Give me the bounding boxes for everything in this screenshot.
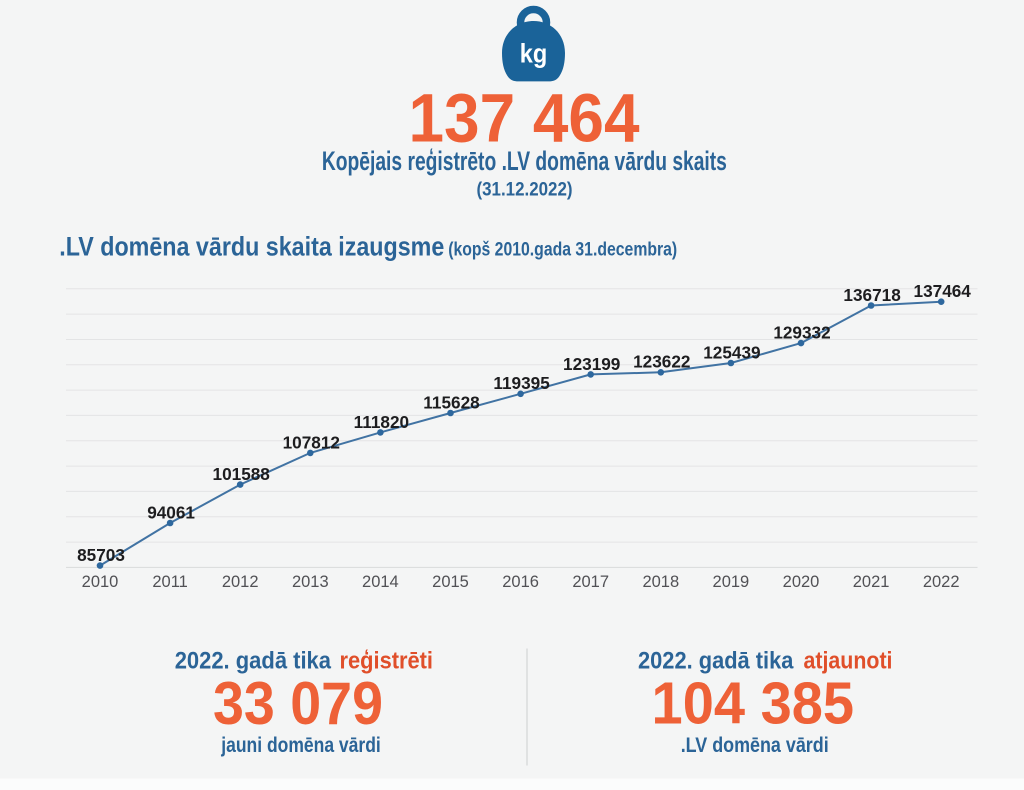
svg-text:2020: 2020 [783, 573, 820, 591]
svg-text:137464: 137464 [914, 281, 972, 301]
svg-text:2013: 2013 [292, 573, 329, 591]
svg-text:.LV domēna vārdu skaita izaugs: .LV domēna vārdu skaita izaugsme [59, 230, 444, 261]
svg-text:atjaunoti: atjaunoti [804, 648, 893, 675]
svg-text:jauni domēna vārdi: jauni domēna vārdi [220, 734, 380, 757]
svg-text:125439: 125439 [703, 342, 760, 362]
svg-text:(31.12.2022): (31.12.2022) [477, 179, 573, 201]
svg-text:2018: 2018 [642, 573, 679, 591]
svg-text:115628: 115628 [423, 392, 480, 412]
svg-text:33 079: 33 079 [213, 670, 383, 737]
svg-text:(kopš 2010.gada 31.decembra): (kopš 2010.gada 31.decembra) [448, 239, 677, 260]
svg-text:2016: 2016 [502, 573, 539, 591]
svg-text:85703: 85703 [77, 545, 125, 565]
svg-text:94061: 94061 [147, 502, 195, 522]
svg-text:kg: kg [520, 39, 548, 69]
svg-text:101588: 101588 [213, 464, 271, 484]
svg-text:136718: 136718 [843, 285, 901, 305]
svg-text:reģistrēti: reģistrēti [340, 648, 434, 675]
svg-text:2021: 2021 [853, 573, 890, 591]
svg-text:104 385: 104 385 [652, 670, 855, 737]
svg-text:2022. gadā tika: 2022. gadā tika [638, 648, 794, 675]
svg-text:2014: 2014 [362, 573, 399, 591]
svg-text:137 464: 137 464 [409, 80, 640, 157]
svg-text:2017: 2017 [572, 573, 609, 591]
svg-text:123622: 123622 [633, 352, 690, 372]
svg-text:119395: 119395 [493, 373, 550, 393]
svg-text:123199: 123199 [563, 354, 620, 374]
svg-text:111820: 111820 [354, 412, 409, 432]
svg-text:2015: 2015 [432, 573, 469, 591]
svg-text:2019: 2019 [713, 573, 750, 591]
svg-text:2010: 2010 [82, 573, 119, 591]
svg-text:2012: 2012 [222, 573, 259, 591]
svg-text:Kopējais reģistrēto .LV domēna: Kopējais reģistrēto .LV domēna vārdu ska… [322, 146, 727, 176]
svg-text:2022. gadā tika: 2022. gadā tika [175, 648, 332, 675]
svg-text:.LV domēna vārdi: .LV domēna vārdi [681, 734, 829, 757]
svg-text:2022: 2022 [923, 573, 960, 591]
svg-text:129332: 129332 [773, 323, 830, 343]
svg-text:2011: 2011 [152, 573, 187, 591]
svg-text:107812: 107812 [283, 432, 340, 452]
